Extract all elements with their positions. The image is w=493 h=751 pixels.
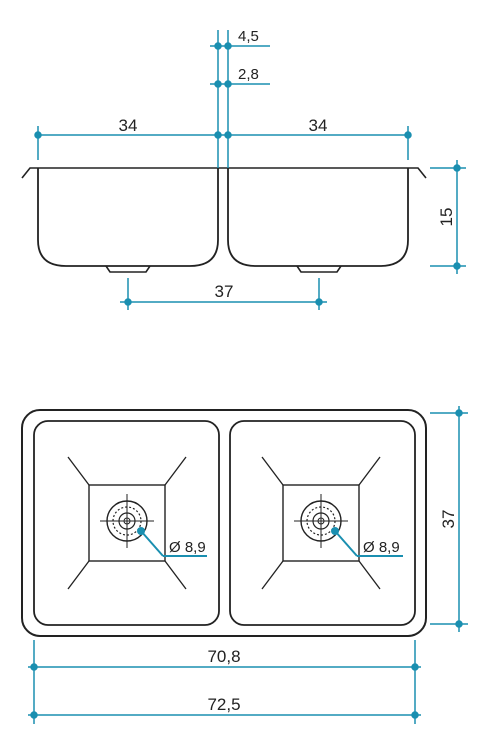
- right-bowl-top: Ø 8,9: [229, 420, 416, 626]
- left-drain-leader: [137, 527, 207, 557]
- dimension-top-height: [430, 406, 468, 632]
- dimension-outer-width: [28, 676, 421, 724]
- dimension-top-height-label: 37: [439, 510, 458, 529]
- left-drain-diameter-label: Ø 8,9: [169, 539, 206, 556]
- sink-rim-line: [21, 167, 427, 179]
- dimension-right-width-label: 34: [309, 116, 328, 135]
- dimension-second-gap-label: 2,8: [238, 66, 259, 83]
- dimension-drain-spacing: [120, 278, 327, 310]
- dimension-bowl-widths: [34, 126, 412, 160]
- dimension-top-gap: [210, 30, 270, 168]
- right-drain-diameter-label: Ø 8,9: [363, 539, 400, 556]
- dimension-inner-width: [28, 640, 421, 676]
- right-drain-strainer: [294, 494, 348, 548]
- right-drain-leader: [331, 527, 403, 557]
- dimension-top-gap-label: 4,5: [238, 28, 259, 45]
- dimension-second-gap: [210, 80, 270, 88]
- right-bowl-profile: [227, 168, 409, 267]
- left-bowl-top: Ø 8,9: [33, 420, 220, 626]
- right-drain-profile: [296, 265, 342, 273]
- dimension-outer-width-label: 72,5: [207, 695, 240, 714]
- dimension-depth: [430, 160, 466, 274]
- dimension-inner-width-label: 70,8: [207, 647, 240, 666]
- dimension-depth-label: 15: [437, 208, 456, 227]
- left-drain-strainer: [100, 494, 154, 548]
- left-bowl-profile: [37, 168, 219, 267]
- side-view: 4,5 2,8 34 34 15: [21, 28, 466, 310]
- left-drain-profile: [105, 265, 151, 273]
- sink-outer-rim: [21, 409, 427, 637]
- dimension-drain-spacing-label: 37: [215, 282, 234, 301]
- dimension-left-width-label: 34: [119, 116, 138, 135]
- top-view: Ø 8,9 Ø 8,9: [21, 406, 468, 724]
